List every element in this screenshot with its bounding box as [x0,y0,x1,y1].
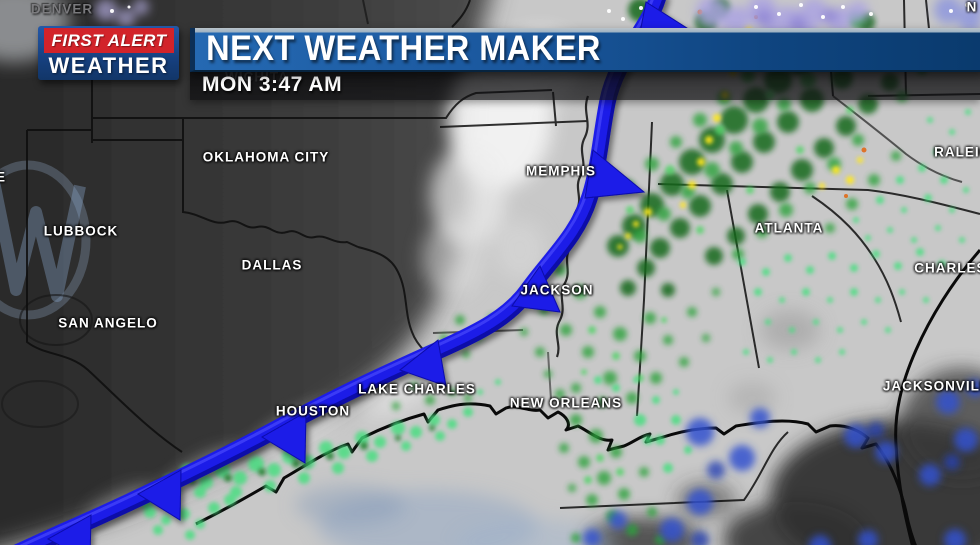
city-label-jacksonville: JACKSONVILLE [882,378,980,394]
radar-green-bright [581,55,854,484]
timestamp-bar: MON 3:47 AM [190,70,980,100]
headline-banner: NEXT WEATHER MAKER [190,28,980,72]
gulf-water [295,485,616,545]
clear-air-florida [585,368,980,545]
city-label-dallas: DALLAS [241,257,303,273]
headline-title: NEXT WEATHER MAKER [206,29,601,68]
city-label-memphis: MEMPHIS [525,163,597,179]
city-label-n: N [966,0,978,15]
cold-front [13,0,692,545]
city-label-new-orleans: NEW ORLEANS [509,395,623,411]
city-label-denver: DENVER [30,1,94,17]
logo-first-alert-text: FIRST ALERT [44,28,174,53]
city-label-lake-charles: LAKE CHARLES [358,381,476,397]
city-label-lubbock: LUBBOCK [43,223,119,239]
clear-air-region [0,0,490,545]
city-label-jackson: JACKSON [520,282,594,298]
cold-front-triangles [46,1,692,545]
timestamp: MON 3:47 AM [202,73,343,96]
winter-mix-purple [95,0,980,42]
first-alert-weather-logo: FIRST ALERT WEATHER [38,26,179,80]
heavy-rain-blue [583,379,980,545]
city-label-san-angelo: SAN ANGELO [58,315,158,331]
city-label-raleigh: RALEIGH [934,144,980,160]
city-label-e: E [0,169,7,185]
city-label-houston: HOUSTON [275,403,351,419]
city-label-charleston: CHARLESTON [914,260,980,276]
logo-weather-text: WEATHER [48,53,169,78]
city-label-atlanta: ATLANTA [754,220,824,236]
city-label-oklahoma-city: OKLAHOMA CITY [202,149,330,165]
snow-dots [110,3,969,21]
